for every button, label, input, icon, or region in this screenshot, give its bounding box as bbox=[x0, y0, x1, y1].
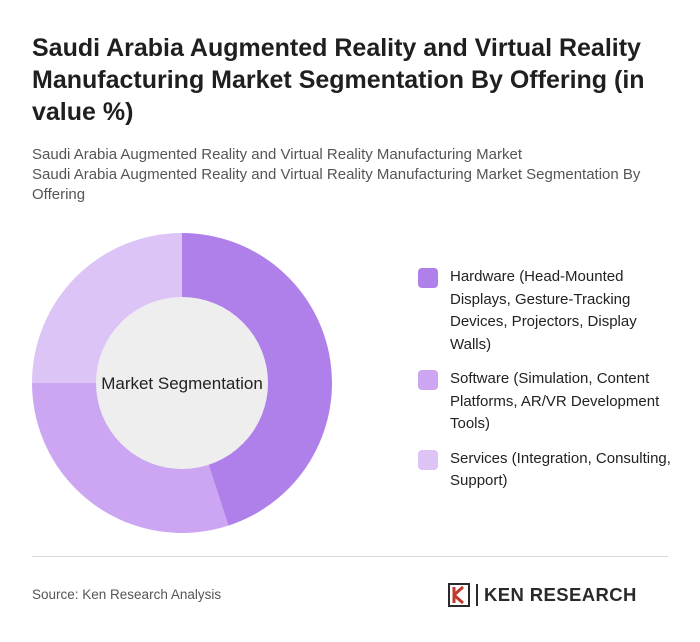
legend-label-services: Services (Integration, Consulting, Suppo… bbox=[450, 449, 671, 490]
donut-hole bbox=[96, 297, 268, 469]
legend-swatch-services bbox=[418, 449, 438, 470]
legend-label-software: Software (Simulation, Content Platforms,… bbox=[450, 370, 660, 432]
ken-research-logo: KEN RESEARCH bbox=[448, 582, 637, 608]
donut-center-label: Market Segmentation bbox=[101, 374, 263, 393]
legend-item-services: Services (Integration, Consulting, Suppo… bbox=[418, 448, 678, 493]
donut-chart: Market Segmentation bbox=[32, 233, 333, 533]
ken-research-k-icon bbox=[448, 583, 470, 607]
subtitle-line-1: Saudi Arabia Augmented Reality and Virtu… bbox=[32, 146, 522, 163]
footer-divider bbox=[32, 556, 668, 557]
legend-label-hardware: Hardware (Head-Mounted Displays, Gesture… bbox=[450, 268, 637, 353]
logo-text: KEN RESEARCH bbox=[484, 584, 637, 605]
legend-swatch-software bbox=[418, 370, 438, 390]
legend-item-software: Software (Simulation, Content Platforms,… bbox=[418, 368, 678, 436]
chart-subtitle: Saudi Arabia Augmented Reality and Virtu… bbox=[32, 145, 682, 205]
chart-legend: Hardware (Head-Mounted Displays, Gesture… bbox=[418, 266, 678, 505]
source-note: Source: Ken Research Analysis bbox=[32, 587, 222, 602]
legend-item-hardware: Hardware (Head-Mounted Displays, Gesture… bbox=[418, 266, 678, 356]
logo-separator bbox=[476, 584, 478, 606]
chart-title: Saudi Arabia Augmented Reality and Virtu… bbox=[32, 34, 645, 126]
subtitle-line-2: Saudi Arabia Augmented Reality and Virtu… bbox=[32, 166, 641, 203]
legend-swatch-hardware bbox=[418, 268, 438, 288]
